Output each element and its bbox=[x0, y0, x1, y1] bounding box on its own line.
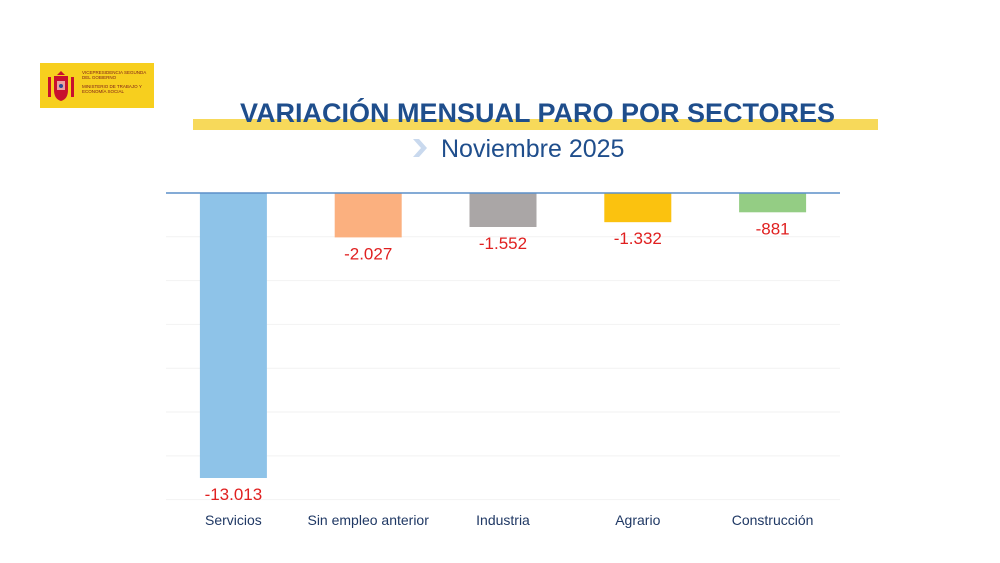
data-label: -881 bbox=[756, 219, 790, 238]
bar-4 bbox=[739, 193, 807, 213]
bar-3 bbox=[604, 193, 672, 223]
chevron-right-icon bbox=[413, 139, 427, 157]
category-label: Agrario bbox=[615, 512, 660, 528]
data-label: -2.027 bbox=[344, 244, 392, 263]
page-title: VARIACIÓN MENSUAL PARO POR SECTORES bbox=[239, 98, 836, 128]
data-label: -1.552 bbox=[479, 234, 527, 253]
page-subtitle: Noviembre 2025 bbox=[441, 135, 625, 163]
coat-of-arms-icon bbox=[48, 71, 74, 101]
category-label: Sin empleo anterior bbox=[307, 512, 429, 528]
bar-2 bbox=[469, 193, 537, 227]
category-label: Construcción bbox=[732, 512, 814, 528]
category-label: Servicios bbox=[205, 512, 262, 528]
data-label: -1.332 bbox=[614, 229, 662, 248]
category-label: Industria bbox=[476, 512, 530, 528]
logo-line-1: VICEPRESIDENCIA SEGUNDA DEL GOBIERNO bbox=[82, 70, 147, 80]
title-band bbox=[193, 119, 878, 130]
bar-0 bbox=[199, 193, 267, 478]
bar-1 bbox=[334, 193, 402, 238]
ministry-logo: VICEPRESIDENCIA SEGUNDA DEL GOBIERNO MIN… bbox=[40, 63, 154, 108]
logo-line-2: MINISTERIO DE TRABAJO Y ECONOMÍA SOCIAL bbox=[82, 84, 142, 94]
data-label: -13.013 bbox=[205, 485, 263, 504]
